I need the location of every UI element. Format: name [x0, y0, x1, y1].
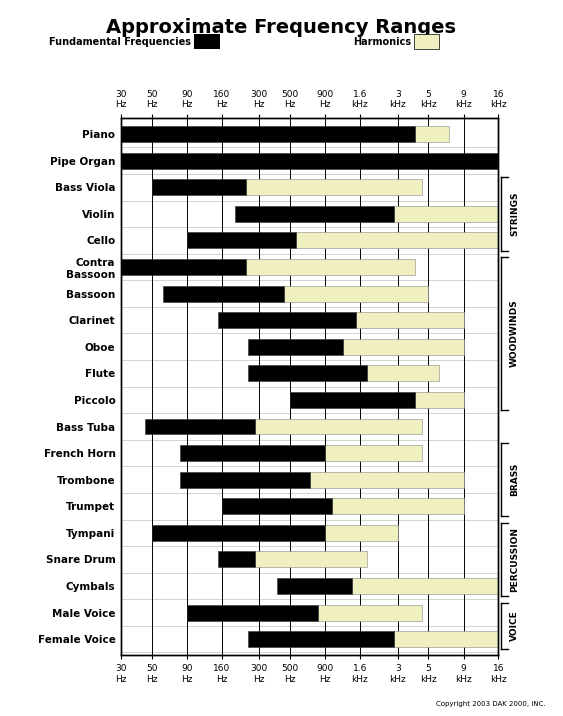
- Bar: [352, 578, 498, 594]
- Bar: [248, 365, 367, 382]
- Bar: [218, 312, 356, 328]
- Text: Fundamental Frequencies: Fundamental Frequencies: [50, 37, 191, 47]
- Bar: [290, 392, 415, 408]
- Bar: [325, 445, 422, 461]
- Bar: [246, 259, 415, 275]
- Text: Approximate Frequency Ranges: Approximate Frequency Ranges: [106, 18, 457, 37]
- Bar: [248, 339, 343, 354]
- Bar: [248, 632, 394, 647]
- Bar: [235, 206, 394, 222]
- Bar: [180, 445, 325, 461]
- Bar: [187, 604, 318, 621]
- Bar: [145, 419, 255, 435]
- Bar: [284, 286, 428, 301]
- Bar: [246, 179, 422, 195]
- Bar: [415, 392, 464, 408]
- Text: PERCUSSION: PERCUSSION: [510, 527, 519, 592]
- Bar: [121, 259, 246, 275]
- Bar: [367, 365, 439, 382]
- Bar: [394, 632, 498, 647]
- Bar: [343, 339, 464, 354]
- Bar: [255, 551, 367, 567]
- Bar: [121, 126, 415, 142]
- Bar: [222, 498, 332, 514]
- Bar: [187, 233, 296, 248]
- Bar: [218, 551, 255, 567]
- Bar: [310, 472, 464, 488]
- Bar: [332, 498, 464, 514]
- Bar: [356, 312, 464, 328]
- Bar: [152, 179, 246, 195]
- Text: Harmonics: Harmonics: [353, 37, 411, 47]
- Bar: [296, 233, 498, 248]
- Bar: [415, 126, 449, 142]
- Bar: [83, 153, 498, 169]
- Bar: [163, 286, 284, 301]
- Bar: [255, 419, 422, 435]
- Text: VOICE: VOICE: [510, 611, 519, 642]
- Bar: [180, 472, 310, 488]
- Bar: [394, 206, 498, 222]
- Text: WOODWINDS: WOODWINDS: [510, 299, 519, 367]
- Bar: [152, 525, 325, 541]
- Bar: [318, 604, 422, 621]
- Text: BRASS: BRASS: [510, 463, 519, 496]
- Bar: [276, 578, 352, 594]
- Bar: [325, 525, 397, 541]
- Text: STRINGS: STRINGS: [510, 192, 519, 236]
- Text: Copyright 2003 DAK 2000, INC.: Copyright 2003 DAK 2000, INC.: [436, 702, 546, 707]
